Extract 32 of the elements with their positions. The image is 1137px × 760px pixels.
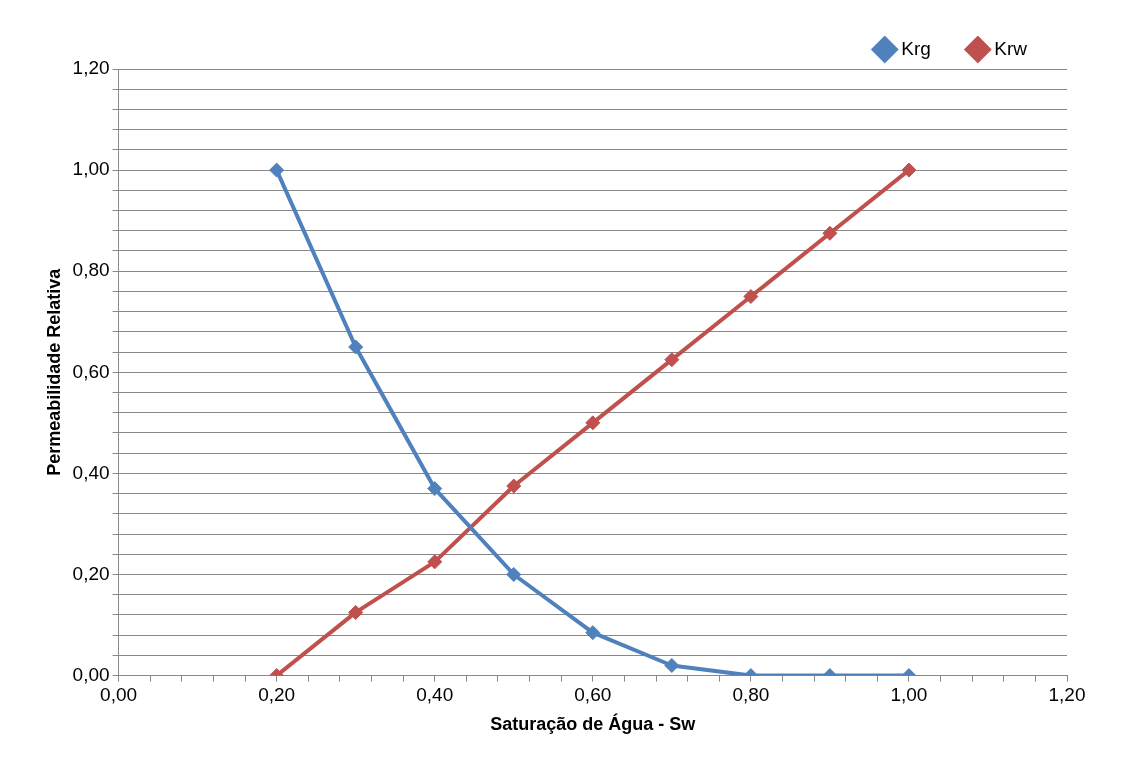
y-tick-label: 1,00: [72, 158, 110, 180]
point: [427, 481, 443, 497]
x-tick-label: 0,00: [100, 684, 138, 706]
x-tick-label: 0,60: [574, 684, 612, 706]
x-axis-title: Saturação de Água - Sw: [490, 713, 697, 735]
point: [506, 567, 522, 582]
y-tick-label: 1,20: [72, 57, 110, 79]
y-tick-label: 0,20: [72, 562, 110, 584]
y-tick-label: 0,80: [72, 259, 110, 281]
x-tick-label: 1,00: [890, 684, 928, 706]
y-tick-label: 0,40: [72, 461, 110, 483]
x-tick-label: 0,40: [416, 684, 454, 706]
x-tick-label: 0,20: [258, 684, 296, 706]
point: [585, 415, 601, 431]
point: [506, 478, 522, 494]
point: [269, 162, 285, 178]
point: [822, 225, 838, 241]
point: [348, 339, 364, 355]
point: [348, 604, 364, 620]
y-tick-label: 0,60: [72, 360, 110, 382]
x-tick-label: 1,20: [1048, 684, 1086, 706]
legend-label: Krw: [994, 37, 1028, 59]
legend-label: Krg: [901, 37, 931, 59]
point: [664, 657, 680, 673]
point: [427, 554, 443, 570]
x-tick-label: 0,80: [732, 684, 770, 706]
y-tick-label: 0,00: [72, 663, 110, 685]
point: [585, 625, 601, 641]
y-axis-title: Permeabilidade Relativa: [43, 267, 64, 476]
point: [901, 162, 917, 178]
point: [743, 288, 759, 304]
point: [664, 352, 680, 368]
